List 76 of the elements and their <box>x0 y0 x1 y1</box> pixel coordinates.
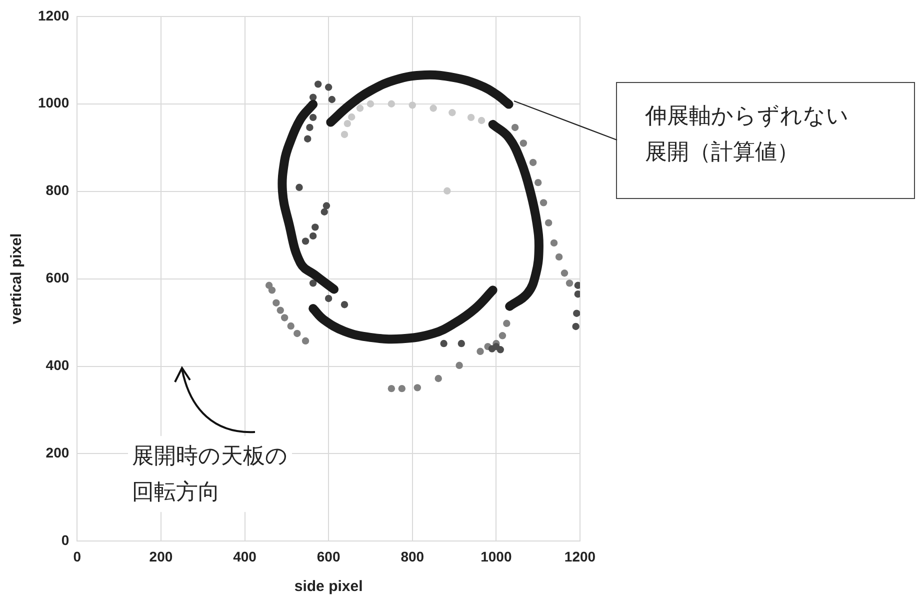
point <box>555 253 563 261</box>
point <box>272 299 280 306</box>
point <box>408 102 416 109</box>
point <box>534 178 542 186</box>
point <box>476 348 484 355</box>
point <box>398 384 406 392</box>
text: 伸展軸からずれない展開（計算値） <box>645 102 850 166</box>
point <box>572 322 580 330</box>
point <box>440 340 448 348</box>
point <box>280 314 288 322</box>
point <box>294 330 301 338</box>
point <box>322 202 330 210</box>
point <box>478 116 486 124</box>
x-tick-label: 800 <box>400 548 424 564</box>
point <box>366 100 374 108</box>
y-tick-label: 1000 <box>38 94 70 111</box>
point <box>302 238 310 245</box>
x-tick-label: 200 <box>149 548 173 564</box>
point <box>268 286 276 294</box>
point <box>309 114 317 122</box>
point <box>498 332 506 340</box>
point <box>296 184 303 191</box>
y-tick-label: 1200 <box>38 7 70 24</box>
x-axis-title: side pixel <box>294 578 363 596</box>
annotation: 展開時の天板の回転方向 <box>128 436 292 512</box>
point <box>458 340 466 348</box>
point <box>344 120 352 128</box>
point <box>340 301 348 308</box>
point <box>312 224 319 231</box>
point <box>467 114 475 122</box>
point <box>309 232 317 240</box>
point <box>544 219 552 226</box>
y-tick-label: 600 <box>46 270 70 286</box>
y-axis-title: vertical pixel <box>8 233 26 324</box>
point <box>566 280 574 287</box>
point <box>320 208 328 216</box>
point <box>340 130 348 138</box>
point <box>414 384 422 392</box>
point <box>434 374 442 382</box>
y-tick-label: 200 <box>46 444 70 461</box>
point <box>328 96 336 104</box>
point <box>309 94 317 101</box>
point <box>456 362 463 369</box>
point <box>276 306 284 314</box>
point <box>348 113 356 121</box>
point <box>309 280 317 287</box>
point <box>550 239 558 247</box>
y-tick-label: 400 <box>46 357 70 374</box>
y-tick-label: 800 <box>46 182 70 198</box>
x-tick-label: 400 <box>233 548 257 564</box>
point <box>529 158 537 166</box>
point <box>520 140 528 147</box>
point <box>560 270 568 277</box>
point <box>448 109 456 116</box>
point <box>324 294 332 302</box>
point <box>388 384 396 392</box>
point <box>444 187 451 194</box>
point <box>573 310 580 317</box>
x-tick-label: 1000 <box>480 548 512 564</box>
point <box>306 124 314 132</box>
point <box>314 80 322 88</box>
point <box>430 104 437 112</box>
point <box>356 104 364 112</box>
point <box>388 100 396 108</box>
point <box>540 199 548 206</box>
point <box>287 322 294 330</box>
y-tick-label: 0 <box>61 532 70 548</box>
point <box>304 135 312 142</box>
point <box>302 337 310 344</box>
x-tick-label: 0 <box>73 548 82 564</box>
point <box>496 346 504 354</box>
x-tick-label: 1200 <box>564 548 596 564</box>
point <box>503 320 510 328</box>
point <box>324 84 332 91</box>
x-tick-label: 600 <box>316 548 340 564</box>
point <box>511 124 519 132</box>
